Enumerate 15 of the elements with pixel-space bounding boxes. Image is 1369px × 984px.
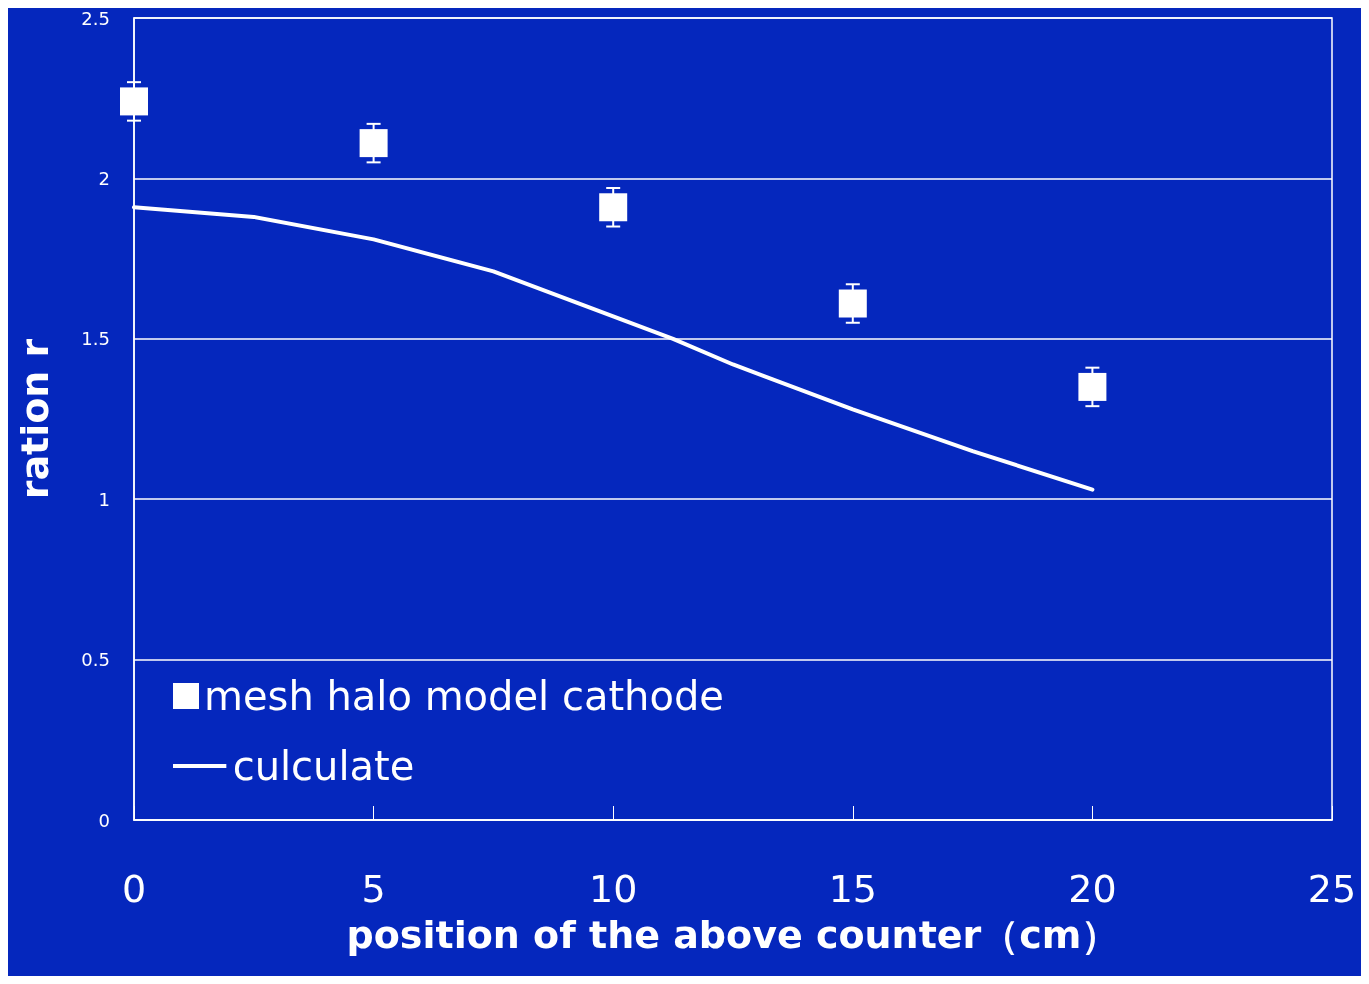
x-axis-title: position of the above counter（cm） [346, 913, 1120, 957]
x-tick-label: 5 [361, 867, 386, 911]
y-tick-label: 0 [98, 809, 110, 831]
y-tick-label: 1.5 [81, 328, 110, 350]
y-tick-label: 0.5 [81, 649, 110, 671]
x-tick-label: 10 [589, 867, 638, 911]
y-axis-title: ration r [13, 338, 57, 500]
y-tick-label: 2 [98, 167, 110, 189]
legend-label: mesh halo model cathode [204, 673, 724, 719]
legend-label: culculate [232, 743, 415, 789]
x-tick-label: 20 [1068, 867, 1117, 911]
x-tick-label: 15 [828, 867, 877, 911]
y-tick-label: 1 [98, 488, 110, 510]
x-tick-label: 25 [1307, 867, 1357, 911]
y-tick-label: 2.5 [81, 7, 110, 29]
